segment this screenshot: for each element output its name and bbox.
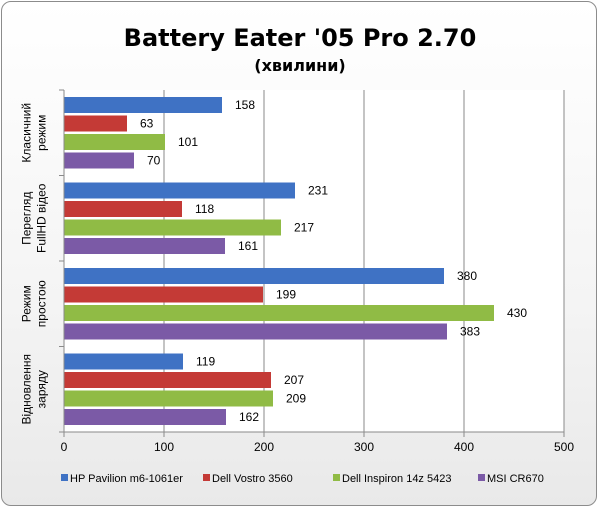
data-label: 70 [147,154,161,168]
chart-subtitle: (хвилини) [254,56,345,75]
x-tick-label: 100 [154,440,174,454]
data-label: 63 [140,117,154,131]
x-tick-label: 0 [61,440,68,454]
data-label: 162 [239,410,259,424]
data-label: 101 [178,135,198,149]
category-label-line: Відновлення [20,354,34,425]
data-label: 199 [276,288,296,302]
bar [64,372,271,388]
bar [64,390,273,407]
bar [64,115,127,132]
data-label: 161 [238,239,258,253]
category-label-line: простою [35,280,49,327]
chart-title: Battery Eater '05 Pro 2.70 [124,24,477,52]
legend-swatch [61,474,68,481]
legend-label: Dell Inspiron 14z 5423 [342,473,451,485]
category-label: Відновлення заряду [20,354,49,425]
legend-swatch [203,474,210,481]
category-label: Режим простою [20,280,49,327]
legend-label: MSI CR670 [487,473,544,485]
legend: HP Pavilion m6-1061er Dell Vostro 3560 Del… [61,473,544,485]
bar [64,353,183,370]
bar [64,268,444,284]
data-label: 119 [196,355,215,369]
bar [64,238,225,254]
x-tick-label: 200 [254,440,274,454]
bar [64,286,263,303]
bar [64,134,165,150]
plot-area: 0 100 200 300 400 500 158 63 101 70 Класичний режим… [20,89,574,454]
category-label-line: режим [35,115,49,151]
x-tick-label: 500 [554,440,574,454]
data-label: 380 [457,269,477,283]
x-tick-label: 400 [454,440,474,454]
data-label: 118 [195,202,214,216]
data-label: 231 [308,184,328,198]
bar [64,201,182,217]
legend-label: Dell Vostro 3560 [212,473,293,485]
category-label: Класичний режим [20,103,49,163]
bar [64,219,281,236]
category-label-line: Режим [20,285,34,322]
legend-swatch [478,474,485,481]
data-label: 217 [294,221,314,235]
legend-label: HP Pavilion m6-1061er [70,473,183,485]
category-label-line: Класичний [20,103,34,163]
category-label: Перегляд FullHD відео [20,183,49,253]
legend-swatch [333,474,340,481]
bar [64,152,134,169]
data-label: 158 [235,98,255,112]
bar [64,323,447,340]
category-label-line: FullHD відео [35,183,49,253]
bar [64,182,295,199]
bar [64,409,226,425]
category-label-line: заряду [35,370,49,408]
x-tick-label: 300 [354,440,374,454]
bar [64,305,494,321]
data-label: 430 [507,306,527,320]
data-label: 209 [286,392,306,406]
category-label-line: Перегляд [20,192,34,245]
data-label: 207 [284,373,304,387]
bar [64,97,222,113]
data-label: 383 [460,325,480,339]
